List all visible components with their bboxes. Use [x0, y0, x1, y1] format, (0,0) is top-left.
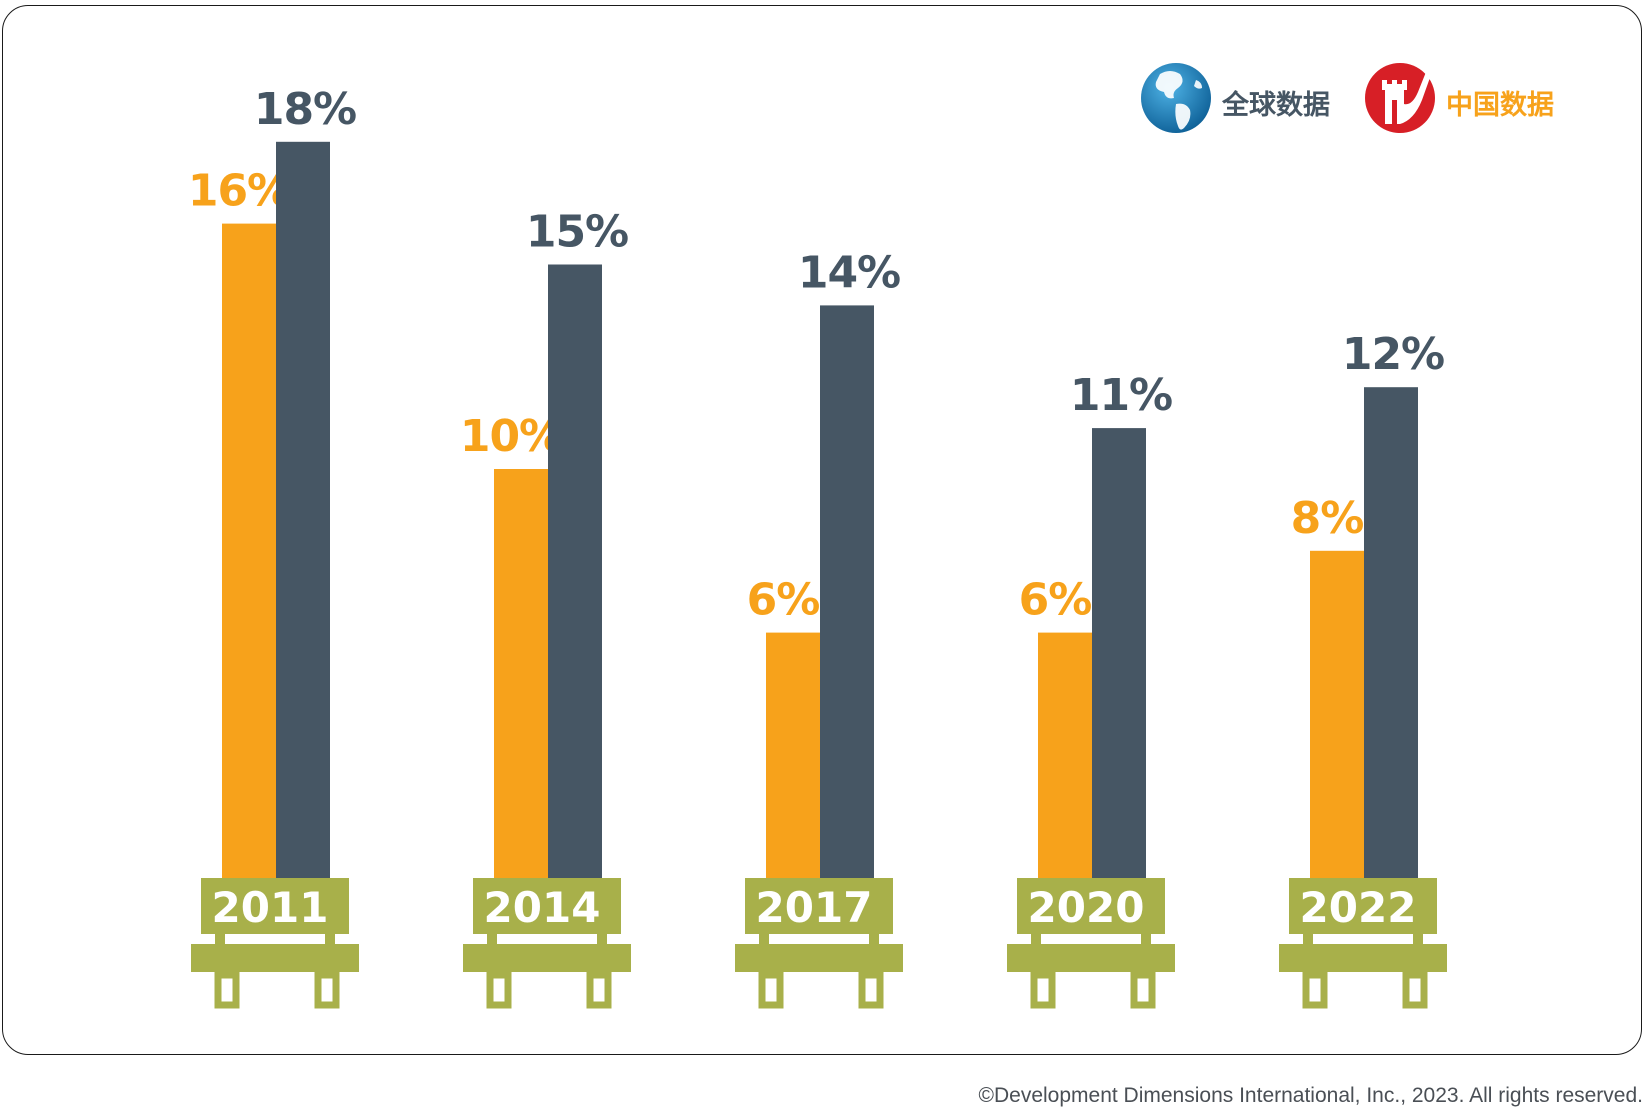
category-label-2017: 2017	[756, 883, 873, 932]
bench-leg-right	[1402, 971, 1428, 1009]
bar-china-2020	[1038, 632, 1092, 878]
bar-global-2020	[1092, 428, 1146, 878]
bar-china-2017	[766, 632, 820, 878]
category-bench-2022: 2022	[1279, 878, 1447, 1009]
bench-leg-left	[1030, 971, 1056, 1009]
bench-backrest	[745, 878, 893, 934]
bar-china-2022	[1310, 550, 1364, 878]
bars-layer: 16% 18% 10% 15% 6% 14% 6% 11% 8% 12%	[188, 84, 1445, 879]
legend-item-global: 全球数据	[1141, 63, 1330, 133]
copyright-notice: ©Development Dimensions International, I…	[978, 1084, 1643, 1107]
bench-post-left	[215, 934, 225, 944]
bench-post-right	[869, 934, 879, 944]
data-label-global-2014: 15%	[526, 207, 628, 258]
bench-leg-left	[486, 971, 512, 1009]
data-label-global-2020: 11%	[1070, 370, 1172, 421]
category-label-2014: 2014	[484, 883, 601, 932]
legend-item-china: 中国数据	[1365, 63, 1554, 133]
bench-seat	[463, 944, 631, 972]
data-label-global-2017: 14%	[798, 247, 900, 298]
bench-post-right	[597, 934, 607, 944]
bench-leg-right	[586, 971, 612, 1009]
bench-backrest	[201, 878, 349, 934]
data-label-china-2017: 6%	[747, 575, 820, 626]
legend: 全球数据 中国数据	[1141, 63, 1554, 133]
data-label-global-2011: 18%	[254, 84, 356, 135]
bench-backrest	[1017, 878, 1165, 934]
bench-backrest	[1289, 878, 1437, 934]
data-label-china-2022: 8%	[1291, 493, 1364, 544]
bench-leg-right	[858, 971, 884, 1009]
bench-leg-left	[214, 971, 240, 1009]
category-label-2011: 2011	[212, 883, 329, 932]
bar-global-2011	[276, 141, 330, 879]
data-label-china-2014: 10%	[460, 411, 562, 462]
bench-post-left	[759, 934, 769, 944]
bench-leg-left	[1302, 971, 1328, 1009]
bench-leg-left	[758, 971, 784, 1009]
data-label-global-2022: 12%	[1342, 329, 1444, 380]
bench-backrest	[473, 878, 621, 934]
bench-seat	[735, 944, 903, 972]
bench-post-left	[1031, 934, 1041, 944]
legend-label-china: 中国数据	[1446, 90, 1554, 121]
category-benches: 2011 2014 2017 2020 2022	[191, 878, 1447, 1009]
category-label-2022: 2022	[1300, 883, 1417, 932]
bar-china-2014	[494, 469, 548, 878]
bench-post-left	[1303, 934, 1313, 944]
bench-seat	[1007, 944, 1175, 972]
bench-seat	[1279, 944, 1447, 972]
bar-global-2014	[548, 264, 602, 878]
globe-icon	[1141, 63, 1211, 133]
category-bench-2017: 2017	[735, 878, 903, 1009]
bench-post-right	[1141, 934, 1151, 944]
bench-post-left	[487, 934, 497, 944]
bar-global-2022	[1364, 387, 1418, 878]
category-bench-2020: 2020	[1007, 878, 1175, 1009]
category-bench-2011: 2011	[191, 878, 359, 1009]
bench-post-right	[1413, 934, 1423, 944]
category-bench-2014: 2014	[463, 878, 631, 1009]
data-label-china-2011: 16%	[188, 166, 290, 217]
data-label-china-2020: 6%	[1019, 575, 1092, 626]
legend-label-global: 全球数据	[1221, 89, 1330, 121]
great-wall-icon	[1365, 63, 1435, 133]
category-label-2020: 2020	[1028, 883, 1145, 932]
bar-global-2017	[820, 305, 874, 878]
bench-leg-right	[314, 971, 340, 1009]
bar-china-2011	[222, 223, 276, 879]
bench-post-right	[325, 934, 335, 944]
bench-seat	[191, 944, 359, 972]
bench-leg-right	[1130, 971, 1156, 1009]
